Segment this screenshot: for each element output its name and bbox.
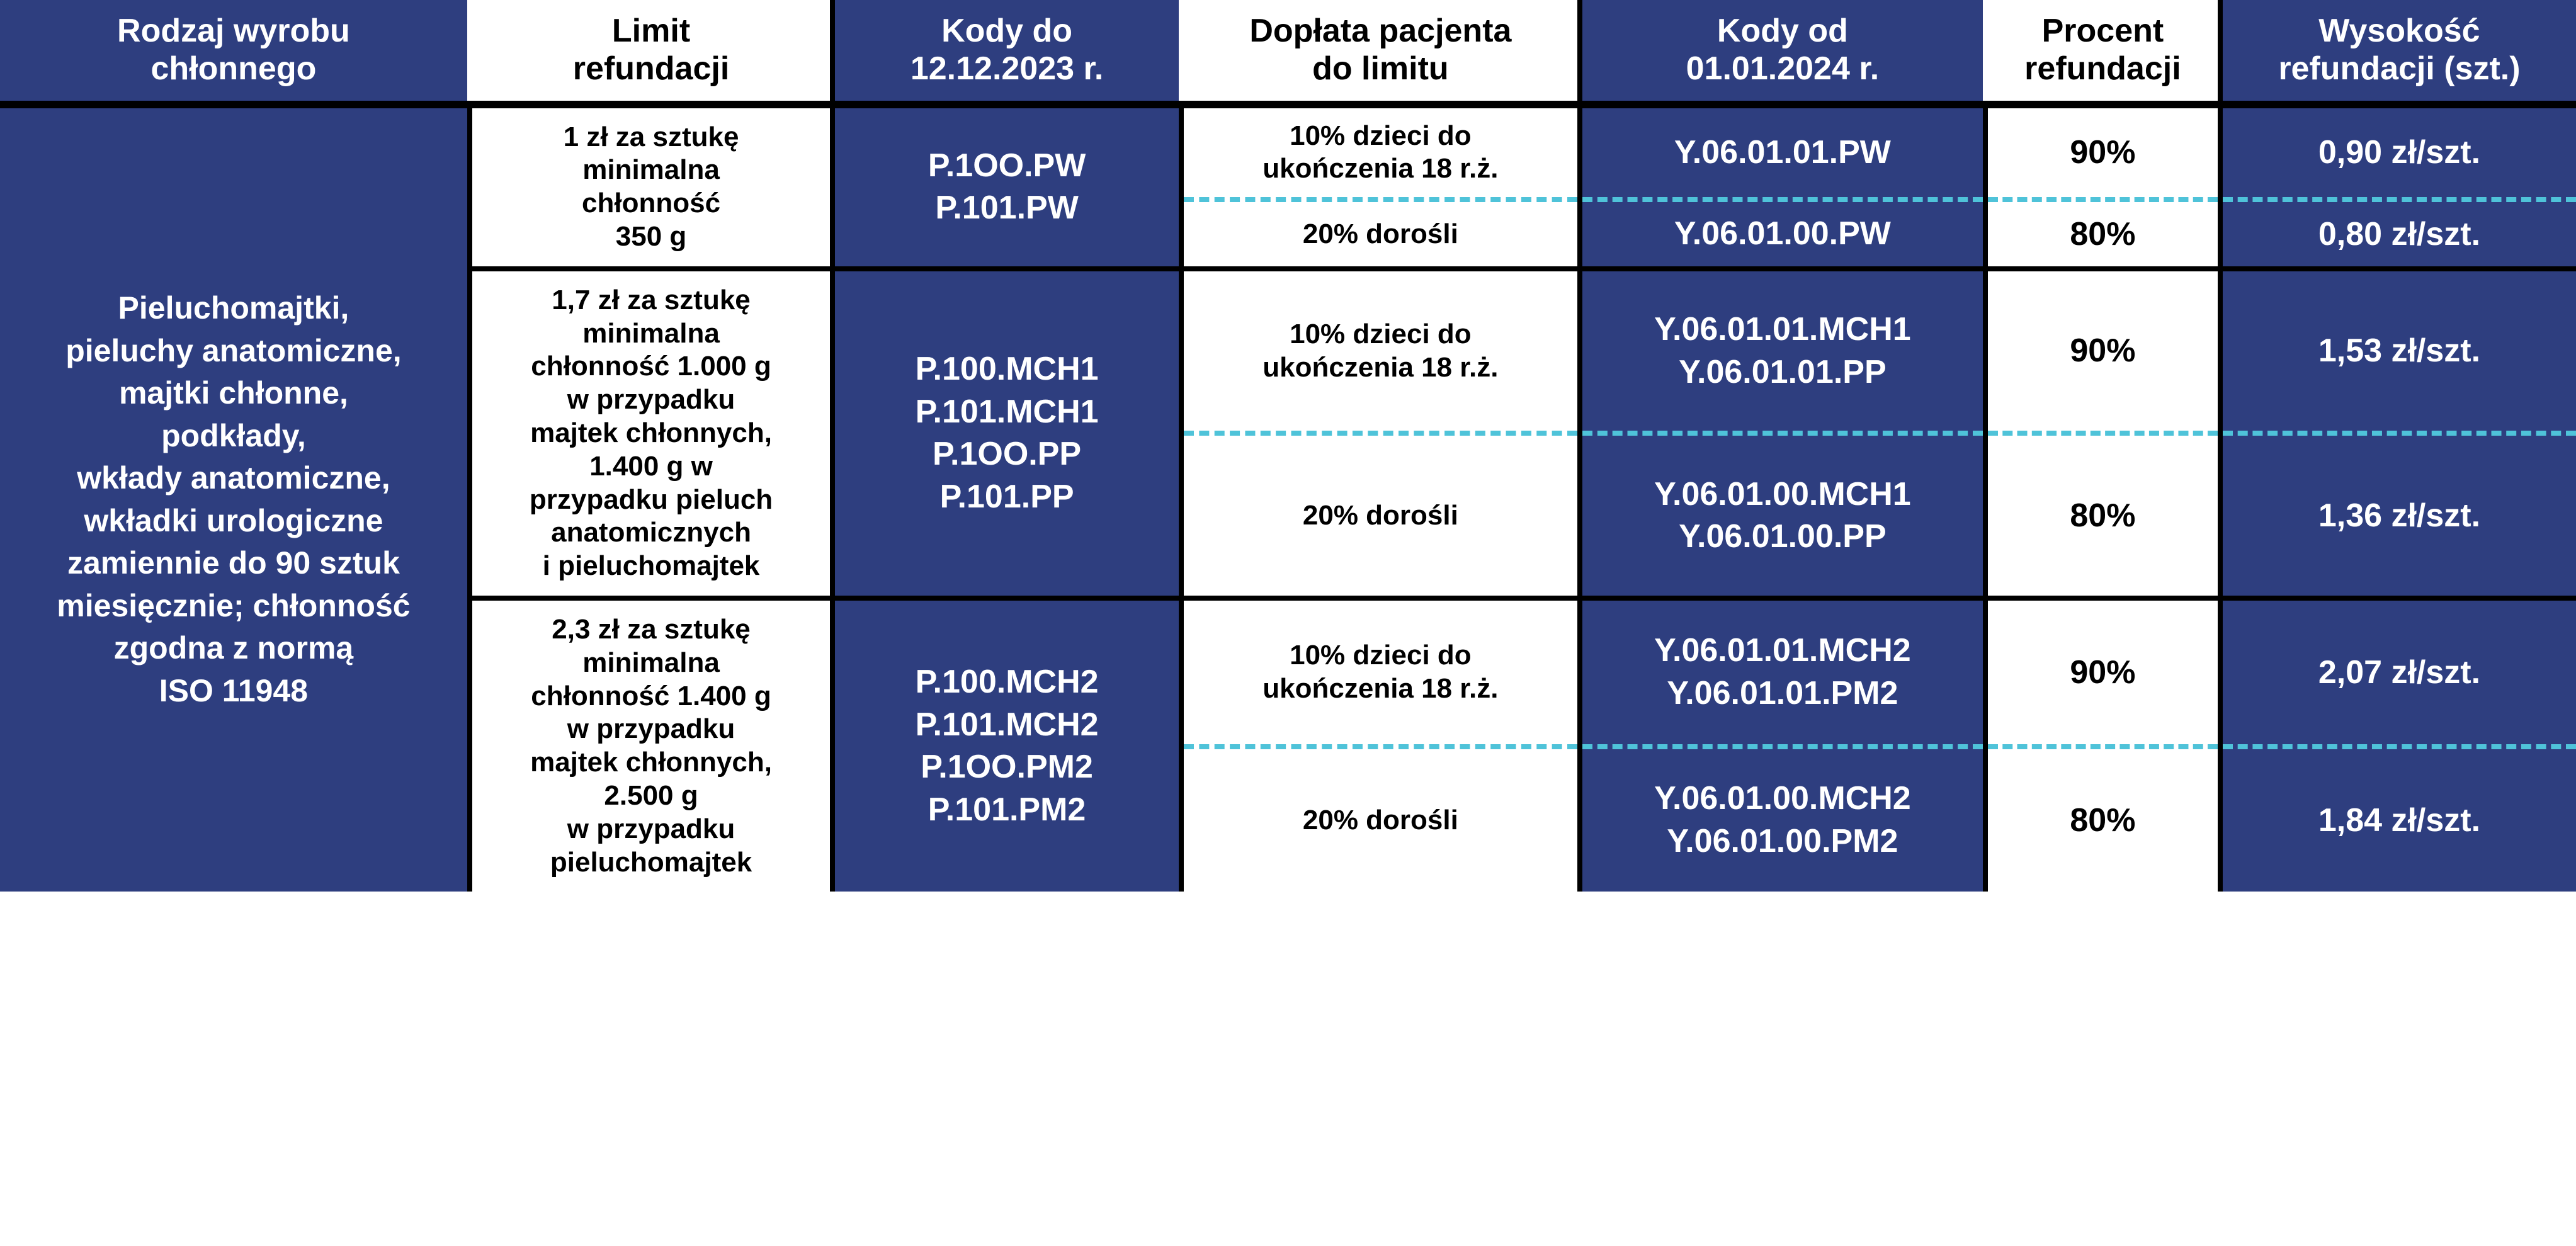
old-codes-cell: P.1OO.PWP.101.PW bbox=[832, 105, 1181, 269]
copay-cell: 10% dzieci doukończenia 18 r.ż. bbox=[1181, 598, 1580, 747]
header-old-codes: Kody do12.12.2023 r. bbox=[832, 0, 1181, 105]
pct-cell: 80% bbox=[1985, 433, 2220, 598]
new-codes-cell: Y.06.01.01.MCH2Y.06.01.01.PM2 bbox=[1580, 598, 1985, 747]
new-codes-cell: Y.06.01.00.MCH1Y.06.01.00.PP bbox=[1580, 433, 1985, 598]
pct-cell: 80% bbox=[1985, 200, 2220, 268]
amount-cell: 0,80 zł/szt. bbox=[2220, 200, 2576, 268]
pct-cell: 90% bbox=[1985, 598, 2220, 747]
limit-cell: 1 zł za sztukęminimalnachłonność350 g bbox=[470, 105, 832, 269]
copay-cell: 10% dzieci doukończenia 18 r.ż. bbox=[1181, 105, 1580, 200]
header-amount: Wysokośćrefundacji (szt.) bbox=[2220, 0, 2576, 105]
amount-cell: 2,07 zł/szt. bbox=[2220, 598, 2576, 747]
header-type: Rodzaj wyrobuchłonnego bbox=[0, 0, 470, 105]
copay-cell: 20% dorośli bbox=[1181, 747, 1580, 892]
header-copay: Dopłata pacjentado limitu bbox=[1181, 0, 1580, 105]
new-codes-cell: Y.06.01.00.PW bbox=[1580, 200, 1985, 268]
old-codes-cell: P.100.MCH2P.101.MCH2P.1OO.PM2P.101.PM2 bbox=[832, 598, 1181, 892]
copay-cell: 20% dorośli bbox=[1181, 433, 1580, 598]
pct-cell: 90% bbox=[1985, 105, 2220, 200]
header-new-codes: Kody od01.01.2024 r. bbox=[1580, 0, 1985, 105]
table-header-row: Rodzaj wyrobuchłonnego Limitrefundacji K… bbox=[0, 0, 2576, 105]
amount-cell: 1,84 zł/szt. bbox=[2220, 747, 2576, 892]
new-codes-cell: Y.06.01.01.PW bbox=[1580, 105, 1985, 200]
header-pct: Procentrefundacji bbox=[1985, 0, 2220, 105]
amount-cell: 1,53 zł/szt. bbox=[2220, 269, 2576, 434]
limit-cell: 2,3 zł za sztukęminimalnachłonność 1.400… bbox=[470, 598, 832, 892]
copay-cell: 20% dorośli bbox=[1181, 200, 1580, 268]
pct-cell: 80% bbox=[1985, 747, 2220, 892]
copay-cell: 10% dzieci doukończenia 18 r.ż. bbox=[1181, 269, 1580, 434]
limit-cell: 1,7 zł za sztukęminimalnachłonność 1.000… bbox=[470, 269, 832, 598]
product-type-cell: Pieluchomajtki,pieluchy anatomiczne,majt… bbox=[0, 105, 470, 892]
amount-cell: 1,36 zł/szt. bbox=[2220, 433, 2576, 598]
new-codes-cell: Y.06.01.01.MCH1Y.06.01.01.PP bbox=[1580, 269, 1985, 434]
table-row: Pieluchomajtki,pieluchy anatomiczne,majt… bbox=[0, 105, 2576, 200]
pct-cell: 90% bbox=[1985, 269, 2220, 434]
amount-cell: 0,90 zł/szt. bbox=[2220, 105, 2576, 200]
new-codes-cell: Y.06.01.00.MCH2Y.06.01.00.PM2 bbox=[1580, 747, 1985, 892]
header-limit: Limitrefundacji bbox=[470, 0, 832, 105]
reimbursement-table: Rodzaj wyrobuchłonnego Limitrefundacji K… bbox=[0, 0, 2576, 892]
old-codes-cell: P.100.MCH1P.101.MCH1P.1OO.PPP.101.PP bbox=[832, 269, 1181, 598]
